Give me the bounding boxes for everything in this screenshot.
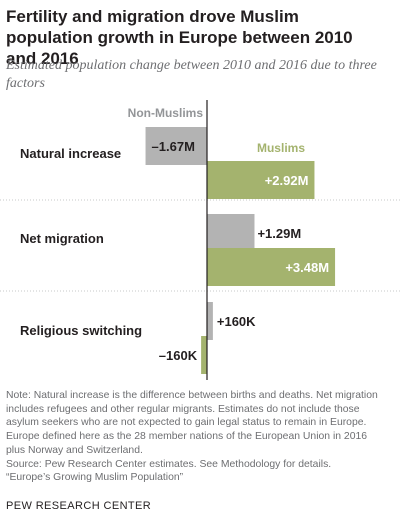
note-line: includes refugees and other regular migr… <box>6 403 360 415</box>
data-label: +3.48M <box>285 260 329 275</box>
bar-non-muslims <box>207 214 255 252</box>
report-title-line: “Europe’s Growing Muslim Population” <box>6 472 184 484</box>
note-line: asylum seekers who are not expected to g… <box>6 417 367 429</box>
data-label: +2.92M <box>265 173 309 188</box>
category-label: Natural increase <box>20 146 121 161</box>
data-label: +160K <box>217 314 256 329</box>
bar-chart: Natural increase Net migration Religious s… <box>0 100 401 380</box>
bar-non-muslims <box>145 127 207 165</box>
chart-title: Fertility and migration drove Muslim pop… <box>6 7 353 68</box>
data-label: –160K <box>159 348 198 363</box>
data-label: +1.29M <box>257 226 301 241</box>
bar-muslims <box>207 248 336 286</box>
bar-non-muslims <box>207 302 213 340</box>
chart-notes: Note: Natural increase is the difference… <box>6 389 398 485</box>
category-label: Net migration <box>20 231 104 246</box>
note-line: Europe defined here as the 28 member nat… <box>6 431 368 443</box>
bar-muslims <box>201 336 207 374</box>
legend-non-muslims: Non-Muslims <box>128 106 204 120</box>
category-label: Religious switching <box>20 323 142 338</box>
note-line: Note: Natural increase is the difference… <box>6 390 378 401</box>
legend-muslims: Muslims <box>257 141 305 155</box>
data-label: –1.67M <box>152 139 195 154</box>
source-line: Source: Pew Research Center estimates. S… <box>6 458 332 470</box>
bar-muslims <box>207 161 315 199</box>
note-line: plus Norway and Switzerland. <box>6 444 143 456</box>
chart-subtitle: Estimated population change between 2010… <box>6 58 377 91</box>
footer-credit: PEW RESEARCH CENTER <box>6 500 152 512</box>
